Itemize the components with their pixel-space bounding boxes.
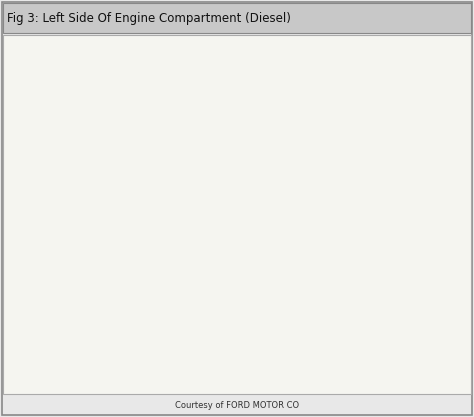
- FancyBboxPatch shape: [146, 289, 177, 306]
- FancyBboxPatch shape: [273, 99, 300, 151]
- FancyBboxPatch shape: [288, 253, 321, 281]
- Text: Auxiliary relay box 2*: Auxiliary relay box 2*: [196, 35, 278, 69]
- FancyBboxPatch shape: [27, 146, 59, 168]
- FancyBboxPatch shape: [397, 228, 410, 251]
- Text: C1381a: C1381a: [293, 68, 323, 85]
- FancyBboxPatch shape: [359, 228, 372, 251]
- FancyBboxPatch shape: [51, 251, 77, 268]
- FancyBboxPatch shape: [217, 289, 248, 306]
- Text: C1210
Air filter
sensor: C1210 Air filter sensor: [314, 262, 345, 294]
- Text: C1282: C1282: [232, 269, 256, 287]
- Text: Auxiliary relay box 3: Auxiliary relay box 3: [131, 52, 210, 68]
- FancyBboxPatch shape: [79, 264, 106, 281]
- FancyBboxPatch shape: [108, 276, 139, 293]
- FancyBboxPatch shape: [51, 230, 77, 247]
- Text: C1010: C1010: [194, 285, 219, 304]
- Text: C140: C140: [23, 106, 43, 148]
- FancyBboxPatch shape: [178, 78, 234, 168]
- FancyBboxPatch shape: [183, 295, 212, 318]
- Circle shape: [26, 102, 50, 123]
- Text: C1381b: C1381b: [376, 227, 406, 240]
- FancyBboxPatch shape: [255, 276, 283, 293]
- Text: Powertrain Control
Module (PCM)
(12A650): Powertrain Control Module (PCM) (12A650): [371, 62, 443, 92]
- Text: C133**
C1444: C133** C1444: [93, 295, 121, 314]
- FancyBboxPatch shape: [435, 228, 448, 251]
- Text: C1443: C1443: [33, 239, 60, 261]
- FancyBboxPatch shape: [121, 78, 173, 152]
- Text: Auxiliary relay box 5: Auxiliary relay box 5: [46, 68, 126, 107]
- FancyBboxPatch shape: [416, 228, 429, 251]
- Circle shape: [26, 186, 50, 206]
- Text: front of vehicle: front of vehicle: [386, 339, 444, 349]
- FancyBboxPatch shape: [267, 89, 335, 211]
- Text: Courtesy of FORD MOTOR CO: Courtesy of FORD MOTOR CO: [175, 401, 299, 410]
- Polygon shape: [246, 54, 469, 367]
- Text: C1381c: C1381c: [325, 85, 360, 99]
- FancyBboxPatch shape: [121, 157, 173, 202]
- Text: G00268837: G00268837: [9, 370, 51, 376]
- FancyBboxPatch shape: [302, 99, 328, 151]
- FancyBboxPatch shape: [348, 81, 457, 244]
- Polygon shape: [5, 54, 85, 367]
- FancyBboxPatch shape: [178, 173, 234, 202]
- Text: C146: C146: [73, 260, 93, 277]
- FancyBboxPatch shape: [273, 157, 328, 201]
- Text: C1393: C1393: [14, 219, 55, 244]
- Text: C134: C134: [144, 294, 164, 303]
- Text: C145: C145: [64, 281, 85, 292]
- FancyBboxPatch shape: [378, 228, 391, 251]
- FancyBboxPatch shape: [110, 68, 250, 212]
- Text: Fig 3: Left Side Of Engine Compartment (Diesel): Fig 3: Left Side Of Engine Compartment (…: [7, 12, 291, 25]
- FancyBboxPatch shape: [311, 278, 346, 302]
- Text: C1298: C1298: [262, 252, 286, 270]
- Circle shape: [26, 144, 50, 165]
